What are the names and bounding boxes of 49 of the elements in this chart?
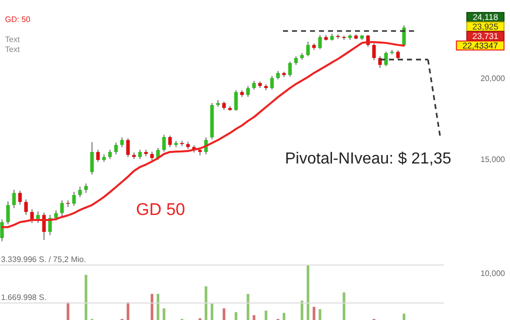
candlestick — [372, 43, 376, 61]
candlestick — [66, 200, 70, 208]
annotation: Text — [5, 35, 20, 44]
candlestick — [162, 134, 166, 152]
candlestick — [396, 50, 400, 60]
candlestick — [42, 212, 46, 240]
candlestick — [114, 142, 118, 155]
candlestick — [246, 85, 250, 98]
price-tag: 22,43347 — [456, 40, 504, 50]
candlestick — [270, 75, 274, 90]
candlestick — [78, 186, 82, 198]
candlestick — [126, 138, 130, 158]
candlestick — [84, 183, 88, 194]
price-tag: 23,731 — [466, 31, 504, 41]
candlestick — [120, 136, 124, 148]
price-tag: 23,925 — [466, 22, 504, 32]
candlestick — [180, 140, 184, 147]
ref-line-label: 1.669.998 S. — [1, 293, 46, 302]
candlestick — [6, 201, 10, 225]
annotation: Text — [5, 45, 20, 54]
candlestick — [0, 219, 4, 242]
candlestick — [24, 198, 28, 216]
candlestick — [54, 210, 58, 222]
candlestick — [168, 135, 172, 148]
candlestick — [72, 191, 76, 206]
candlestick — [18, 190, 22, 206]
candlestick — [60, 200, 64, 216]
candlestick — [30, 208, 34, 224]
ref-line-label: Pivotal-NIveau: $ 21,35 — [285, 150, 452, 168]
candlestick — [108, 149, 112, 160]
candlestick — [216, 100, 220, 108]
y-tick-label: 15,000 — [480, 155, 506, 164]
candlestick — [12, 189, 16, 209]
candlestick — [390, 49, 394, 55]
candlestick — [96, 149, 100, 162]
y-tick-label: 10,000 — [480, 269, 506, 278]
candlestick — [138, 149, 142, 160]
candlestick — [384, 51, 388, 67]
candlestick — [234, 90, 238, 112]
price-tag: 24,118 — [466, 12, 504, 22]
candlestick — [288, 61, 292, 77]
candlestick — [90, 142, 94, 175]
candlestick — [306, 41, 310, 57]
candlestick — [318, 34, 322, 50]
annotation: GD: 50 — [5, 15, 31, 24]
series-label: GD 50 — [136, 200, 186, 219]
ref-line-label: 3.339.996 S. / 75,2 Mio. — [1, 255, 86, 264]
y-tick-label: 20,000 — [480, 74, 506, 83]
candlestick — [150, 151, 154, 162]
